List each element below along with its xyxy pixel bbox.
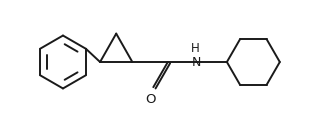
Text: O: O xyxy=(145,93,156,106)
Text: H: H xyxy=(191,42,200,55)
Text: N: N xyxy=(192,56,201,68)
